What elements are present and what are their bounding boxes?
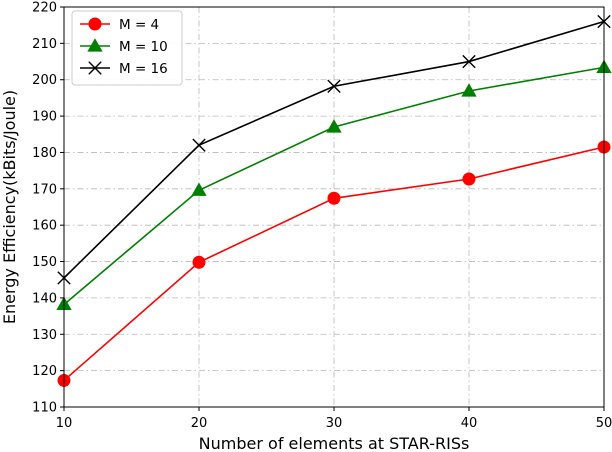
data-point <box>192 255 206 269</box>
y-tick-label: 130 <box>32 328 57 343</box>
x-tick-label: 30 <box>326 416 343 431</box>
y-tick-label: 220 <box>32 1 57 16</box>
legend-entry: M = 16 <box>80 61 168 77</box>
triangle-marker <box>191 182 207 196</box>
triangle-marker <box>326 119 342 133</box>
series-2 <box>57 14 611 285</box>
x-marker <box>192 138 206 152</box>
y-tick-label: 120 <box>32 364 57 379</box>
circle-marker <box>88 17 102 31</box>
x-tick-label: 50 <box>596 416 612 431</box>
y-axis-ticks: 110 120 130 140 150 160 170 180 190 200 210 220 <box>32 1 64 416</box>
x-tick-label: 40 <box>461 416 478 431</box>
circle-marker <box>327 191 341 205</box>
triangle-marker <box>87 38 103 52</box>
legend: M = 4 M = 10 M = 16 <box>71 10 183 86</box>
x-axis-label: Number of elements at STAR-RISs <box>199 434 470 452</box>
x-tick-label: 10 <box>56 416 73 431</box>
data-point <box>327 79 341 93</box>
circle-marker <box>192 255 206 269</box>
legend-box <box>71 10 183 86</box>
y-tick-label: 160 <box>32 219 57 234</box>
legend-label: M = 16 <box>119 61 168 77</box>
x-marker <box>462 54 476 69</box>
data-point <box>461 83 477 97</box>
x-axis-ticks: 10 20 30 40 50 <box>56 407 612 431</box>
data-point <box>327 191 341 205</box>
x-marker <box>327 79 341 93</box>
triangle-marker <box>461 83 477 97</box>
x-tick-label: 20 <box>191 416 208 431</box>
legend-label: M = 4 <box>119 17 159 33</box>
y-tick-label: 110 <box>32 401 57 416</box>
legend-label: M = 10 <box>119 39 168 55</box>
circle-marker <box>462 172 476 186</box>
data-point <box>462 172 476 186</box>
y-tick-label: 150 <box>32 255 57 270</box>
data-point <box>462 54 476 69</box>
data-point <box>191 182 207 196</box>
y-tick-label: 180 <box>32 146 57 161</box>
y-tick-label: 210 <box>32 37 57 52</box>
legend-entry: M = 4 <box>80 17 159 33</box>
y-tick-label: 190 <box>32 110 57 125</box>
data-point <box>326 119 342 133</box>
y-tick-label: 200 <box>32 73 57 88</box>
data-point <box>192 138 206 152</box>
y-axis-label: Energy Efficiency(kBits/Joule) <box>0 90 19 324</box>
legend-entry: M = 10 <box>80 38 168 55</box>
y-tick-label: 170 <box>32 182 57 197</box>
y-tick-label: 140 <box>32 291 57 306</box>
x-marker <box>88 61 102 75</box>
